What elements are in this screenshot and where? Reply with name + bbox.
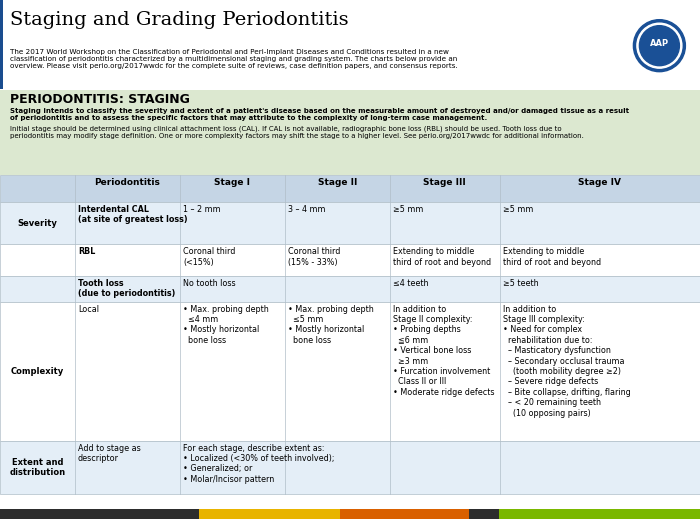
Text: 3 – 4 mm: 3 – 4 mm [288, 205, 326, 214]
Bar [0, 202, 700, 244]
Text: Extending to middle
third of root and beyond: Extending to middle third of root and be… [503, 248, 601, 267]
Text: ≥5 mm: ≥5 mm [503, 205, 533, 214]
Text: Coronal third
(15% - 33%): Coronal third (15% - 33%) [288, 248, 340, 267]
Text: Stage I: Stage I [214, 178, 251, 187]
Text: Stage II: Stage II [318, 178, 357, 187]
Text: Add to stage as
descriptor: Add to stage as descriptor [78, 444, 141, 463]
Circle shape [637, 23, 682, 68]
Circle shape [639, 25, 680, 66]
Text: • Max. probing depth
  ≤5 mm
• Mostly horizontal
  bone loss: • Max. probing depth ≤5 mm • Mostly hori… [288, 305, 374, 345]
Bar [0, 0, 700, 89]
Bar [0, 244, 700, 276]
Bar [199, 509, 340, 519]
Text: ≥5 teeth: ≥5 teeth [503, 279, 538, 288]
Bar [0, 90, 700, 175]
Text: Extending to middle
third of root and beyond: Extending to middle third of root and be… [393, 248, 491, 267]
Text: AAP: AAP [650, 39, 669, 48]
Text: Initial stage should be determined using clinical attachment loss (CAL). If CAL : Initial stage should be determined using… [10, 126, 584, 139]
Text: Staging and Grading Periodontitis: Staging and Grading Periodontitis [10, 11, 349, 30]
Text: • Max. probing depth
  ≤4 mm
• Mostly horizontal
  bone loss: • Max. probing depth ≤4 mm • Mostly hori… [183, 305, 269, 345]
Text: In addition to
Stage III complexity:
• Need for complex
  rehabilitation due to:: In addition to Stage III complexity: • N… [503, 305, 631, 418]
Text: Tooth loss
(due to periodontitis): Tooth loss (due to periodontitis) [78, 279, 175, 298]
Text: ≤4 teeth: ≤4 teeth [393, 279, 428, 288]
Text: The 2017 World Workshop on the Classification of Periodontal and Peri-Implant Di: The 2017 World Workshop on the Classific… [10, 49, 458, 69]
Bar [0, 441, 700, 494]
Text: Complexity: Complexity [10, 366, 64, 376]
Text: Staging intends to classify the severity and extent of a patient's disease based: Staging intends to classify the severity… [10, 108, 629, 121]
Bar [0, 302, 700, 441]
Text: Interdental CAL
(at site of greatest loss): Interdental CAL (at site of greatest los… [78, 205, 188, 224]
Bar [469, 509, 499, 519]
Bar [0, 509, 199, 519]
Text: Periodontitis: Periodontitis [94, 178, 160, 187]
Text: Stage IV: Stage IV [578, 178, 622, 187]
Bar [340, 509, 469, 519]
Circle shape [634, 20, 685, 72]
Bar [0, 276, 700, 302]
Text: For each stage, describe extent as:
• Localized (<30% of teeth involved);
• Gene: For each stage, describe extent as: • Lo… [183, 444, 335, 484]
Text: PERIODONTITIS: STAGING: PERIODONTITIS: STAGING [10, 93, 190, 106]
Text: ≥5 mm: ≥5 mm [393, 205, 424, 214]
Text: Extent and
distribution: Extent and distribution [9, 458, 66, 477]
Text: Stage III: Stage III [424, 178, 466, 187]
Text: Local: Local [78, 305, 99, 313]
Bar [499, 509, 700, 519]
Text: In addition to
Stage II complexity:
• Probing depths
  ≦6 mm
• Vertical bone los: In addition to Stage II complexity: • Pr… [393, 305, 494, 397]
Text: Severity: Severity [18, 218, 57, 228]
Bar [0, 0, 3, 89]
Text: RBL: RBL [78, 248, 95, 256]
Text: No tooth loss: No tooth loss [183, 279, 235, 288]
Text: Coronal third
(<15%): Coronal third (<15%) [183, 248, 235, 267]
Text: 1 – 2 mm: 1 – 2 mm [183, 205, 220, 214]
Bar [0, 175, 700, 202]
